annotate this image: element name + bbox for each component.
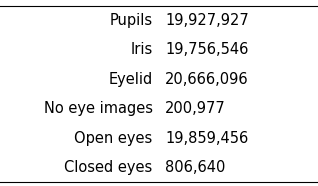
Text: No eye images: No eye images	[44, 101, 153, 116]
Text: Eyelid: Eyelid	[108, 72, 153, 87]
Text: Open eyes: Open eyes	[74, 131, 153, 146]
Text: 20,666,096: 20,666,096	[165, 72, 249, 87]
Text: Pupils: Pupils	[109, 13, 153, 28]
Text: 19,859,456: 19,859,456	[165, 131, 249, 146]
Text: 806,640: 806,640	[165, 160, 226, 175]
Text: 19,927,927: 19,927,927	[165, 13, 249, 28]
Text: 19,756,546: 19,756,546	[165, 42, 249, 57]
Text: 200,977: 200,977	[165, 101, 226, 116]
Text: Iris: Iris	[130, 42, 153, 57]
Text: Closed eyes: Closed eyes	[64, 160, 153, 175]
